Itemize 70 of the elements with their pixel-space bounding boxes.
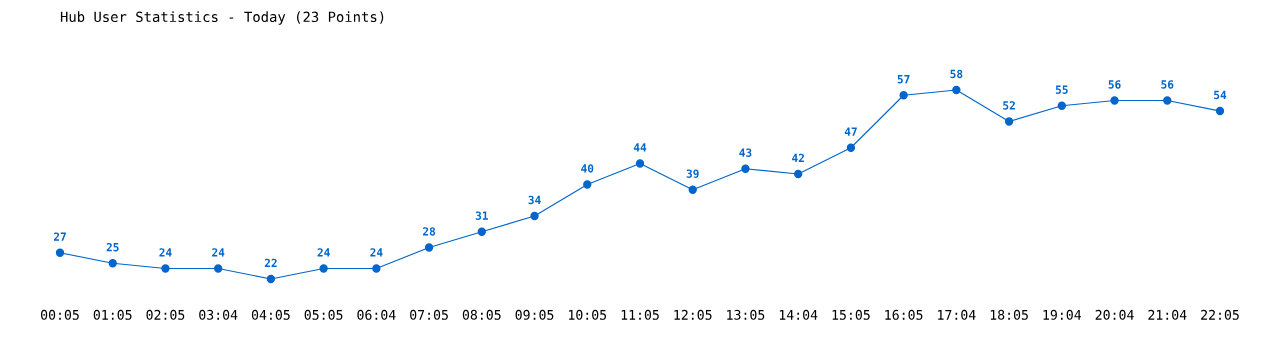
data-label: 25 bbox=[106, 242, 119, 252]
data-label: 22 bbox=[264, 258, 277, 267]
x-tick-label: 10:05 bbox=[569, 309, 607, 320]
point bbox=[161, 264, 170, 273]
point bbox=[108, 259, 117, 268]
point bbox=[794, 169, 803, 179]
x-tick-label: 16:05 bbox=[885, 309, 923, 320]
x-tick-label: 22:05 bbox=[1201, 309, 1239, 320]
point bbox=[1004, 117, 1014, 126]
x-tick-label: 03:04 bbox=[199, 309, 238, 320]
data-label: 57 bbox=[897, 75, 910, 84]
data-label: 27 bbox=[53, 232, 66, 241]
point bbox=[372, 264, 381, 273]
x-tick-label: 12:05 bbox=[674, 309, 712, 320]
x-tick-label: 08:05 bbox=[462, 309, 501, 320]
data-label: 55 bbox=[1055, 85, 1068, 94]
x-tick-label: 21:04 bbox=[1148, 309, 1187, 320]
x-tick-label: 07:05 bbox=[410, 309, 448, 320]
data-label: 54 bbox=[1214, 90, 1227, 100]
data-label: 24 bbox=[370, 248, 383, 257]
data-label: 24 bbox=[159, 248, 172, 257]
x-tick-label: 02:05 bbox=[146, 309, 185, 320]
point bbox=[583, 180, 592, 189]
x-tick-label: 06:04 bbox=[357, 309, 396, 320]
point bbox=[319, 264, 328, 273]
point bbox=[688, 185, 697, 194]
data-label: 24 bbox=[317, 248, 330, 257]
point bbox=[1057, 101, 1066, 110]
data-label: 56 bbox=[1161, 80, 1174, 89]
data-label: 43 bbox=[739, 148, 752, 157]
data-label: 44 bbox=[633, 143, 647, 152]
point bbox=[1110, 96, 1119, 105]
point bbox=[635, 159, 645, 168]
x-tick-label: 00:05 bbox=[41, 309, 79, 320]
x-tick-label: 04:05 bbox=[251, 309, 290, 320]
data-label: 52 bbox=[1003, 101, 1015, 110]
data-label: 56 bbox=[1108, 80, 1121, 89]
x-tick-label: 05:05 bbox=[304, 309, 343, 320]
x-tick-label: 17:04 bbox=[938, 309, 976, 320]
chart-title: Hub User Statistics - Today (23 Points) bbox=[60, 11, 384, 25]
data-label: 24 bbox=[212, 248, 225, 257]
data-label: 47 bbox=[844, 127, 857, 136]
point bbox=[214, 264, 223, 273]
data-label: 28 bbox=[423, 227, 436, 236]
point bbox=[846, 143, 856, 152]
x-tick-label: 13:05 bbox=[727, 309, 765, 320]
point bbox=[1163, 96, 1172, 105]
x-tick-label: 11:05 bbox=[621, 309, 659, 320]
point bbox=[55, 248, 65, 257]
point bbox=[424, 243, 434, 252]
data-label: 34 bbox=[528, 195, 541, 205]
point bbox=[1215, 106, 1225, 116]
x-tick-label: 14:04 bbox=[779, 309, 818, 320]
point bbox=[530, 211, 539, 221]
data-label: 58 bbox=[950, 69, 963, 79]
x-tick-label: 01:05 bbox=[93, 309, 132, 320]
point bbox=[266, 274, 276, 284]
point bbox=[741, 164, 750, 173]
data-label: 40 bbox=[581, 164, 594, 173]
point bbox=[477, 227, 486, 236]
x-tick-label: 18:05 bbox=[990, 309, 1028, 320]
data-label: 31 bbox=[475, 211, 488, 220]
point bbox=[952, 85, 961, 95]
x-tick-label: 20:04 bbox=[1095, 309, 1134, 320]
x-tick-label: 15:05 bbox=[832, 309, 870, 320]
data-label: 39 bbox=[686, 169, 699, 178]
x-tick-label: 09:05 bbox=[515, 309, 554, 320]
data-label: 42 bbox=[792, 153, 804, 162]
point bbox=[899, 91, 908, 100]
x-tick-label: 19:04 bbox=[1043, 309, 1082, 320]
